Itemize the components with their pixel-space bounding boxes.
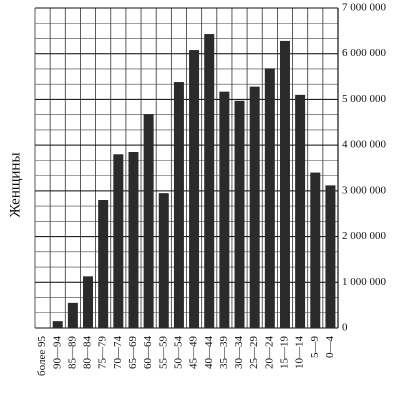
bar — [325, 185, 336, 328]
x-tick-label: 15—19 — [279, 336, 291, 370]
y-tick-label: 5 000 000 — [342, 93, 387, 105]
x-tick-label: 70—74 — [112, 336, 124, 370]
bar — [98, 200, 109, 328]
x-tick-label: 20—24 — [263, 336, 275, 370]
x-tick-label: 55—59 — [157, 336, 169, 370]
y-tick-label: 4 000 000 — [342, 139, 387, 151]
x-tick-label: более 95 — [36, 336, 48, 376]
x-tick-label: 50—54 — [172, 336, 184, 370]
x-tick-label: 0—4 — [324, 336, 336, 359]
bar — [143, 114, 154, 328]
bar — [158, 193, 169, 328]
bar — [67, 302, 78, 328]
x-tick-label: 75—79 — [97, 336, 109, 370]
x-tick-label: 5—9 — [309, 336, 321, 359]
x-tick-label: 35—39 — [218, 336, 230, 370]
bar — [83, 276, 94, 328]
y-tick-label: 7 000 000 — [342, 2, 387, 14]
bar — [279, 40, 290, 329]
bar — [310, 172, 321, 328]
bar — [189, 50, 200, 329]
x-tick-label: 90—94 — [51, 336, 63, 370]
bar — [173, 82, 184, 328]
x-tick-label: 60—64 — [142, 336, 154, 370]
bar — [113, 154, 124, 328]
bar — [234, 100, 245, 328]
x-tick-label: 65—69 — [127, 336, 139, 370]
y-tick-label: 6 000 000 — [342, 47, 387, 59]
bar — [204, 34, 215, 329]
x-tick-label: 40—44 — [203, 336, 215, 370]
y-axis-label: Женщины — [7, 152, 23, 217]
x-tick-label: 45—49 — [188, 336, 200, 370]
x-tick-label: 10—14 — [294, 336, 306, 370]
x-tick-label: 80—84 — [82, 336, 94, 370]
y-tick-label: 2 000 000 — [342, 230, 387, 242]
y-tick-label: 3 000 000 — [342, 184, 387, 196]
y-tick-label: 0 — [342, 322, 348, 334]
bar — [128, 152, 139, 328]
bar — [52, 321, 63, 328]
x-tick-label: 25—29 — [248, 336, 260, 370]
x-tick-label: 30—34 — [233, 336, 245, 370]
bar — [264, 68, 275, 328]
x-tick-label: 85—89 — [66, 336, 78, 370]
bar — [295, 94, 306, 328]
bar — [249, 86, 260, 328]
y-tick-label: 1 000 000 — [342, 276, 387, 288]
bar — [219, 91, 230, 329]
